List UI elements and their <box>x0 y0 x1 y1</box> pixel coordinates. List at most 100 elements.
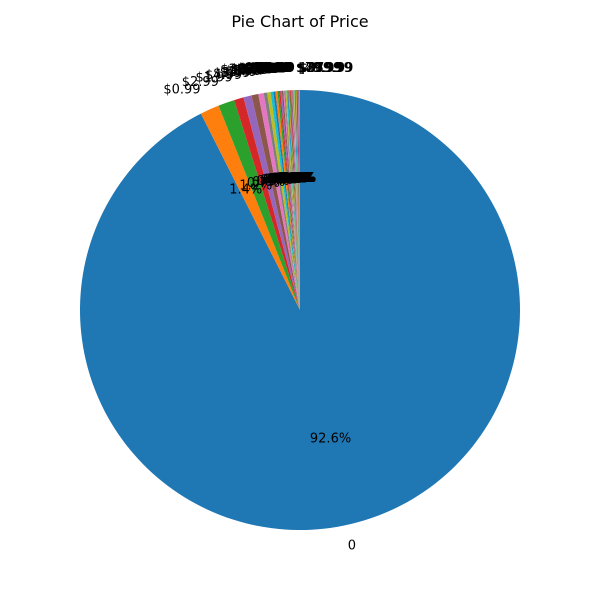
pie-slice <box>270 91 300 310</box>
pie-slice <box>283 90 300 310</box>
slice-label: $39.99 <box>250 61 296 76</box>
slice-label: $8.99 <box>249 61 286 76</box>
pie-slice <box>285 90 300 311</box>
pie-slice <box>284 90 300 310</box>
slice-percent-label: 0.2% <box>265 172 298 187</box>
slice-label: $6.49 <box>250 61 287 76</box>
slice-label: $5.49 <box>250 61 287 76</box>
pie-slice <box>275 91 300 310</box>
slice-label: $19.99 <box>238 62 284 77</box>
chart-title: Pie Chart of Price <box>231 12 369 31</box>
slice-label: $6.99 <box>234 63 271 78</box>
pie-slice <box>251 93 300 311</box>
slice-label: $3.99 <box>213 66 250 81</box>
pie-slice <box>298 90 300 310</box>
slice-percent-label: 0.1% <box>278 171 311 186</box>
slice-label: $1.49 <box>220 65 257 80</box>
slice-percent-label: 0.1% <box>277 171 310 186</box>
slice-label: $10.00 <box>245 61 291 76</box>
pie-slice <box>277 91 300 310</box>
slice-label: $24.99 <box>239 61 285 76</box>
slice-label: $29.99 <box>237 62 283 77</box>
slice-percent-label: 0.5% <box>256 174 289 189</box>
slice-percent-label: 0.1% <box>274 171 307 186</box>
slice-percent-label: 0.1% <box>268 172 301 187</box>
slice-percent-label: 0.1% <box>272 171 305 186</box>
slice-percent-label: 0.0% <box>281 171 314 186</box>
pie-slice <box>200 105 300 311</box>
pie-slice <box>279 90 300 311</box>
slice-label: $12.99 <box>244 61 290 76</box>
slice-label: $16.99 <box>246 61 292 76</box>
slice-percent-label: 0.7% <box>247 176 280 191</box>
slice-percent-label: 0.3% <box>263 173 296 188</box>
slice-percent-label: 0.0% <box>282 171 315 186</box>
slice-label: $399.99 <box>220 62 274 77</box>
slice-percent-label: 0.0% <box>281 171 314 186</box>
slice-percent-label: 0.1% <box>271 172 304 187</box>
pie-slice <box>293 90 300 310</box>
pie-slice <box>296 90 300 310</box>
slice-label: $1.99 <box>195 71 232 86</box>
slice-percent-label: 0.4% <box>260 173 293 188</box>
slice-label: $2.99 <box>182 75 219 90</box>
slice-percent-label: 0.0% <box>282 171 315 186</box>
pie-slice <box>299 90 300 310</box>
slice-percent-label: 0.6% <box>252 175 285 190</box>
slice-percent-label: 0.0% <box>279 171 312 186</box>
pie-slice <box>258 93 300 310</box>
slice-percent-label: 92.6% <box>310 431 351 446</box>
slice-percent-label: 0.0% <box>279 171 312 186</box>
slice-percent-label: 1.2% <box>239 179 272 194</box>
slice-label: $33.99 <box>249 61 295 76</box>
slice-label: $11.99 <box>243 61 289 76</box>
slice-label: $89.99 <box>297 61 343 76</box>
slice-percent-label: 0.1% <box>270 172 303 187</box>
pie-slice <box>286 90 300 310</box>
slice-label: $9.99 <box>232 63 269 78</box>
pie-slice <box>218 100 300 310</box>
slice-percent-label: 0.0% <box>283 171 316 186</box>
slice-percent-label: 0.1% <box>273 171 306 186</box>
slice-percent-label: 0.1% <box>277 171 310 186</box>
pie-slice <box>287 90 300 311</box>
slice-label: $2.49 <box>228 63 265 78</box>
slice-label: $2.00 <box>256 61 293 76</box>
pie-slice <box>297 90 300 311</box>
slice-label: $0.99 <box>163 82 200 97</box>
pie-slice <box>288 90 300 310</box>
slice-label: $299.99 <box>298 61 352 76</box>
pie-slice <box>294 90 300 310</box>
slice-percent-label: 0.1% <box>269 172 302 187</box>
pie-slices <box>79 90 521 530</box>
pie-labels: 0 92.6% $0.99 1.4% $2.99 1.2% $1.99 0.7% $4.99 0.… <box>163 61 356 553</box>
pie-slice <box>280 90 300 311</box>
slice-label: $1.00 <box>255 61 292 76</box>
slice-percent-label: 0.2% <box>267 172 300 187</box>
slice-label: $14.99 <box>231 62 277 77</box>
pie-slice <box>295 90 300 310</box>
slice-label: $4.99 <box>205 68 242 83</box>
slice-percent-label: 0.1% <box>274 171 307 186</box>
pie-slice <box>281 90 300 310</box>
slice-label: $3.49 <box>242 62 279 77</box>
slice-label: $379.99 <box>300 61 354 76</box>
pie-slice <box>243 95 300 311</box>
pie-slice <box>295 90 300 310</box>
slice-percent-label: 0.0% <box>280 171 313 186</box>
slice-label: $5.99 <box>225 64 262 79</box>
pie-slice <box>297 90 300 310</box>
slice-percent-label: 1.4% <box>229 183 262 198</box>
slice-percent-label: 0.1% <box>275 171 308 186</box>
pie-slice <box>267 91 300 311</box>
pie-slice <box>263 92 300 311</box>
slice-label: $79.99 <box>297 61 343 76</box>
pie-slice <box>291 90 300 310</box>
slice-percent-label: 0.1% <box>276 171 309 186</box>
pie-slice <box>290 90 300 310</box>
slice-label: $49.99 <box>296 61 342 76</box>
pie-slice <box>290 90 300 310</box>
slice-percent-label: 0.0% <box>282 171 315 186</box>
slice-label: $3.00 <box>256 61 293 76</box>
